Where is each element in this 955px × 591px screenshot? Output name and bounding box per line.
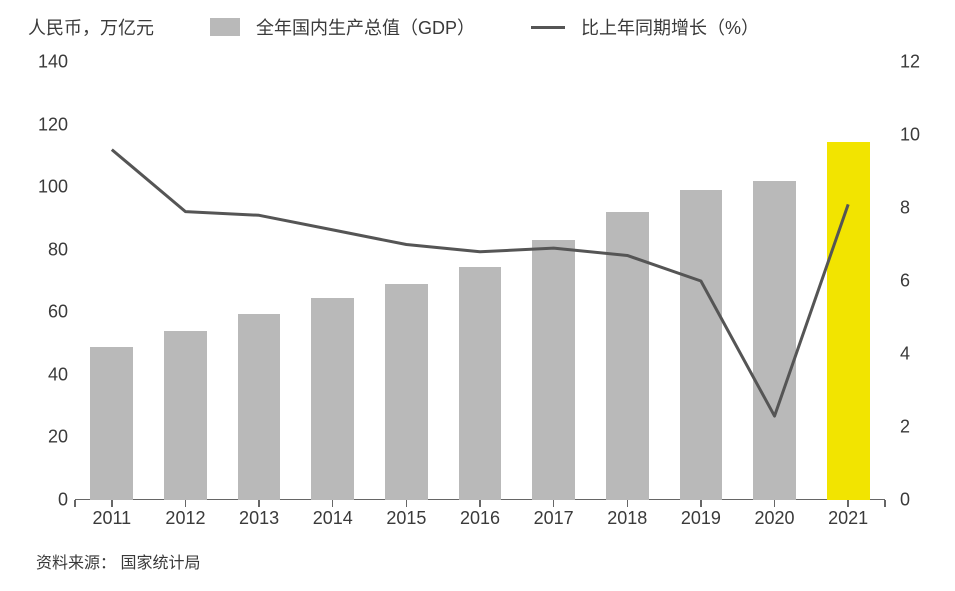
x-tick-mark	[185, 500, 187, 507]
x-tick-label: 2013	[239, 508, 279, 529]
x-tick-label: 2012	[165, 508, 205, 529]
x-tick-mark	[406, 500, 408, 507]
x-tick-label: 2014	[313, 508, 353, 529]
source-value: 国家统计局	[120, 555, 200, 572]
source-citation: 资料来源： 国家统计局	[36, 549, 200, 573]
y-right-tick: 8	[900, 198, 955, 219]
y-right-tick: 6	[900, 271, 955, 292]
x-tick-mark	[332, 500, 334, 507]
x-tick-mark	[700, 500, 702, 507]
y-left-tick: 40	[0, 364, 68, 385]
y-right-tick: 10	[900, 125, 955, 146]
x-tick-label: 2011	[92, 508, 131, 529]
legend-line-label: 比上年同期增长（%）	[581, 14, 759, 40]
y-axis-left-title: 人民币，万亿元	[28, 14, 154, 40]
y-left-tick: 0	[0, 490, 68, 511]
legend-item-line: 比上年同期增长（%）	[531, 14, 759, 40]
x-tick-mark	[479, 500, 481, 507]
x-tick-label: 2019	[681, 508, 721, 529]
x-tick-mark	[553, 500, 555, 507]
y-axis-left: 020406080100120140	[0, 62, 68, 500]
growth-polyline	[112, 150, 848, 416]
growth-line	[75, 62, 885, 500]
y-left-tick: 60	[0, 302, 68, 323]
y-left-tick: 120	[0, 114, 68, 135]
line-swatch-icon	[531, 26, 565, 29]
legend: 人民币，万亿元 全年国内生产总值（GDP） 比上年同期增长（%）	[0, 14, 955, 40]
x-tick-label: 2018	[607, 508, 647, 529]
x-tick-label: 2015	[386, 508, 426, 529]
y-left-tick: 100	[0, 177, 68, 198]
x-tick-mark	[258, 500, 260, 507]
bar-swatch-icon	[210, 18, 240, 36]
y-right-tick: 4	[900, 344, 955, 365]
x-tick-mark	[884, 500, 886, 507]
x-tick-mark	[74, 500, 76, 507]
legend-item-bar: 全年国内生产总值（GDP）	[210, 14, 475, 40]
x-tick-mark	[111, 500, 113, 507]
x-tick-label: 2021	[828, 508, 868, 529]
gdp-chart: 人民币，万亿元 全年国内生产总值（GDP） 比上年同期增长（%） 0204060…	[0, 0, 955, 591]
plot-area	[75, 62, 885, 500]
x-axis: 2011 2012 2013 2014 2015 2016 2017 2018 2019 2020…	[75, 508, 885, 538]
y-axis-right: 024681012	[900, 62, 955, 500]
x-tick-mark	[774, 500, 776, 507]
x-tick-label: 2020	[755, 508, 795, 529]
y-left-tick: 20	[0, 427, 68, 448]
y-right-tick: 2	[900, 417, 955, 438]
y-right-tick: 12	[900, 52, 955, 73]
y-right-tick: 0	[900, 490, 955, 511]
y-left-tick: 80	[0, 239, 68, 260]
x-tick-label: 2016	[460, 508, 500, 529]
x-tick-label: 2017	[534, 508, 574, 529]
x-tick-mark	[627, 500, 629, 507]
legend-bar-label: 全年国内生产总值（GDP）	[256, 14, 475, 40]
source-label: 资料来源：	[36, 555, 116, 572]
y-left-tick: 140	[0, 52, 68, 73]
x-tick-mark	[847, 500, 849, 507]
